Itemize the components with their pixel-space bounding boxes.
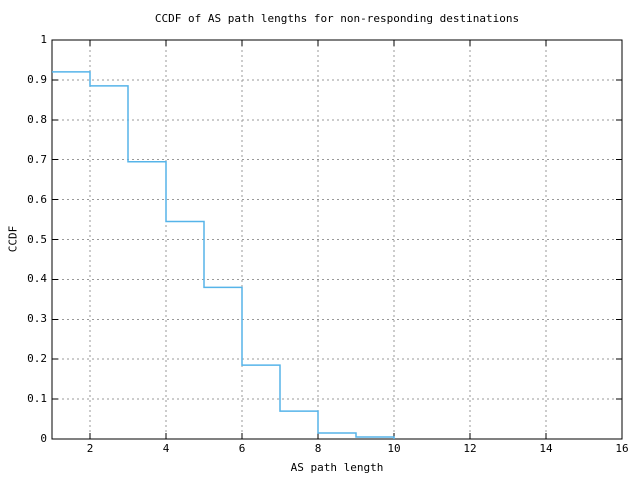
x-axis-label: AS path length (290, 461, 384, 474)
x-tick-label: 14 (539, 442, 553, 455)
x-tick-label: 2 (86, 442, 94, 455)
x-tick-label: 10 (387, 442, 401, 455)
y-tick-label: 0.6 (27, 192, 47, 206)
y-tick-label: 0.2 (27, 352, 47, 366)
x-tick-label: 6 (238, 442, 246, 455)
y-tick-label: 0.7 (27, 152, 47, 166)
x-tick-label: 12 (463, 442, 477, 455)
y-tick-label: 0.8 (27, 112, 47, 126)
x-tick-label: 4 (162, 442, 170, 455)
y-tick-label: 0.1 (27, 392, 47, 406)
y-tick-label: 0 (40, 432, 47, 445)
ccdf-step-line (52, 71, 395, 439)
y-tick-label: 1 (40, 33, 47, 46)
y-tick-label: 0.5 (27, 232, 47, 246)
x-tick-label: 8 (314, 442, 322, 455)
x-tick-label: 16 (615, 442, 629, 455)
chart-title: CCDF of AS path lengths for non-respondi… (154, 12, 520, 25)
y-tick-label: 0.9 (27, 72, 47, 86)
y-tick-label: 0.4 (27, 272, 47, 286)
y-tick-label: 0.3 (27, 312, 47, 326)
